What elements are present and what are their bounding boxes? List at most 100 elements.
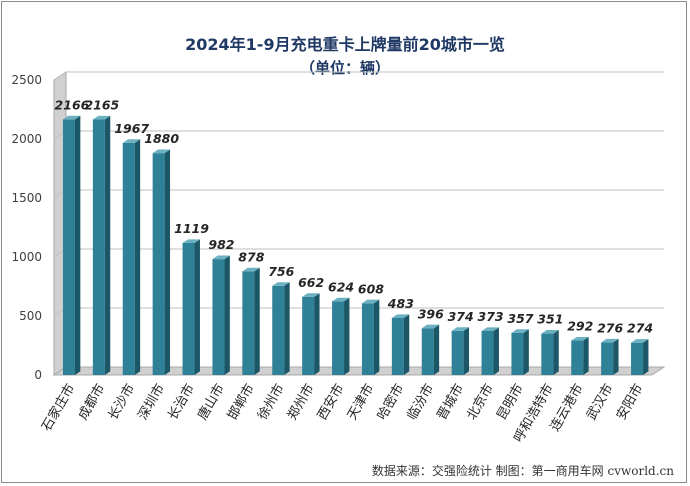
category-label: 北京市 [464, 381, 497, 423]
category-label: 长治市 [165, 381, 198, 423]
bar-top [601, 338, 619, 343]
bar [481, 327, 499, 375]
value-label: 357 [507, 311, 533, 326]
category-label: 石家庄市 [39, 381, 79, 434]
bar-front [511, 332, 524, 375]
bar [212, 255, 230, 375]
category-label: 天津市 [344, 381, 377, 423]
gridline-diagonal [53, 71, 67, 81]
bar-front [391, 318, 404, 375]
value-label: 483 [387, 296, 414, 311]
bar-front [421, 328, 434, 375]
bar-side [284, 282, 290, 375]
bar [152, 149, 171, 375]
bar-side [493, 327, 499, 375]
bar-front [571, 340, 584, 375]
bar-front [92, 119, 105, 375]
bar-top [272, 282, 290, 286]
category-label: 安阳市 [613, 381, 646, 423]
bar-front [601, 342, 614, 375]
value-label: 374 [448, 309, 474, 324]
bar [272, 282, 290, 375]
bar [421, 324, 440, 375]
category-label: 唐山市 [195, 381, 228, 423]
value-label: 1967 [114, 121, 149, 136]
value-label: 2165 [84, 98, 119, 113]
bar-front [451, 330, 464, 375]
bar [511, 329, 529, 375]
value-label: 878 [238, 249, 264, 264]
bar-top [242, 267, 260, 272]
chart-title: 2024年1-9月充电重卡上牌量前20城市一览 [185, 35, 505, 54]
bar-front [62, 119, 75, 375]
bar [122, 139, 141, 375]
category-label: 长沙市 [105, 381, 138, 423]
bar-top [332, 297, 350, 302]
y-tick-label: 1000 [11, 250, 42, 264]
value-label: 662 [298, 275, 324, 290]
y-tick-label: 1500 [11, 191, 42, 205]
value-label: 982 [208, 237, 234, 252]
bar-side [344, 297, 350, 375]
bar-side [194, 239, 200, 375]
category-label: 晋城市 [434, 381, 467, 423]
bar-front [182, 242, 195, 375]
category-label: 深圳市 [135, 381, 168, 423]
category-label: 临汾市 [404, 381, 437, 423]
bar [62, 115, 81, 375]
bar-side [523, 329, 529, 375]
gridlines [53, 71, 664, 317]
bar [391, 314, 410, 375]
bar-top [122, 139, 141, 143]
bar [302, 293, 320, 375]
value-label: 1880 [144, 131, 179, 146]
value-label: 276 [597, 320, 623, 335]
bar-front [631, 342, 644, 375]
bar-top [361, 299, 380, 304]
bar-front [152, 153, 165, 375]
bar-side [373, 299, 380, 375]
bar-top [541, 329, 559, 334]
category-label: 邯郸市 [224, 381, 257, 423]
bar-front [481, 330, 494, 375]
value-label: 396 [418, 306, 444, 321]
bar-side [643, 339, 649, 375]
bar-top [631, 339, 649, 343]
bar-top [481, 327, 499, 331]
bar-top [451, 327, 470, 331]
bar-front [361, 303, 374, 375]
bar-front [242, 271, 255, 375]
bar [451, 327, 470, 375]
bar-side [403, 314, 410, 375]
bar-front [272, 285, 285, 375]
y-tick-label: 0 [34, 368, 42, 382]
bar [541, 329, 559, 375]
value-label: 756 [268, 264, 294, 279]
category-label: 郑州市 [284, 381, 317, 423]
bar-front [212, 259, 225, 375]
bar-front [122, 142, 135, 375]
bar-top [571, 336, 589, 341]
bar-side [583, 336, 589, 375]
bar-side [104, 115, 111, 376]
value-label: 1119 [174, 221, 209, 236]
y-tick-label: 2000 [11, 132, 42, 146]
bar [571, 336, 589, 375]
bar-side [463, 327, 470, 375]
bar-top [182, 239, 200, 243]
bar-top [511, 329, 529, 333]
value-label: 373 [478, 309, 504, 324]
x-axis-categories: 石家庄市成都市长沙市深圳市长治市唐山市邯郸市徐州市郑州市西安市天津市哈密市临汾市… [39, 381, 647, 445]
bar-side [134, 139, 141, 375]
bar-front [302, 296, 315, 375]
bar-front [332, 301, 345, 375]
category-label: 徐州市 [254, 381, 287, 423]
bar [601, 338, 619, 375]
bar-front [541, 333, 554, 375]
bar [242, 267, 260, 375]
bar-side [224, 255, 230, 375]
bar-side [433, 324, 440, 375]
value-label: 624 [328, 279, 354, 294]
chart-subtitle: （单位：辆） [300, 59, 390, 77]
